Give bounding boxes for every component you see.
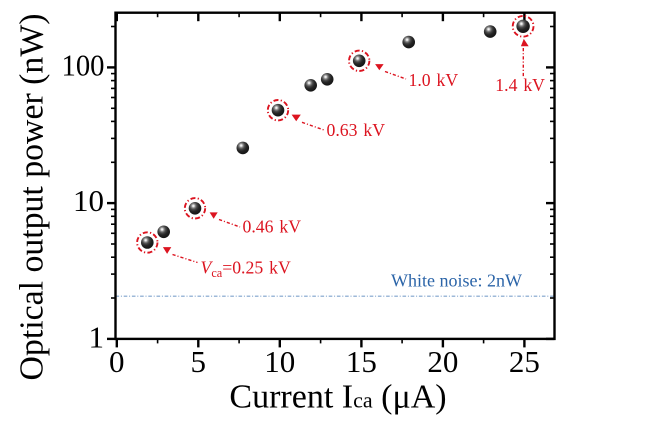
svg-text:1.4 kV: 1.4 kV [495,75,545,95]
svg-text:0: 0 [109,344,125,379]
svg-text:0.46 kV: 0.46 kV [243,217,302,237]
svg-text:White noise: 2nW: White noise: 2nW [391,270,522,290]
svg-text:20: 20 [427,344,458,379]
svg-text:1: 1 [89,320,105,355]
svg-text:5: 5 [191,344,207,379]
svg-text:25: 25 [509,344,540,379]
svg-text:1.0 kV: 1.0 kV [409,70,459,90]
svg-text:10: 10 [73,183,104,218]
svg-text:0.63 kV: 0.63 kV [327,120,386,140]
svg-text:10: 10 [264,344,295,379]
svg-text:Vca=0.25 kV: Vca=0.25 kV [201,258,291,281]
svg-text:15: 15 [346,344,377,379]
svg-text:Optical output power (nW): Optical output power (nW) [13,14,50,381]
svg-text:Current Ica (μA): Current Ica (μA) [229,379,446,416]
svg-text:100: 100 [62,48,105,83]
